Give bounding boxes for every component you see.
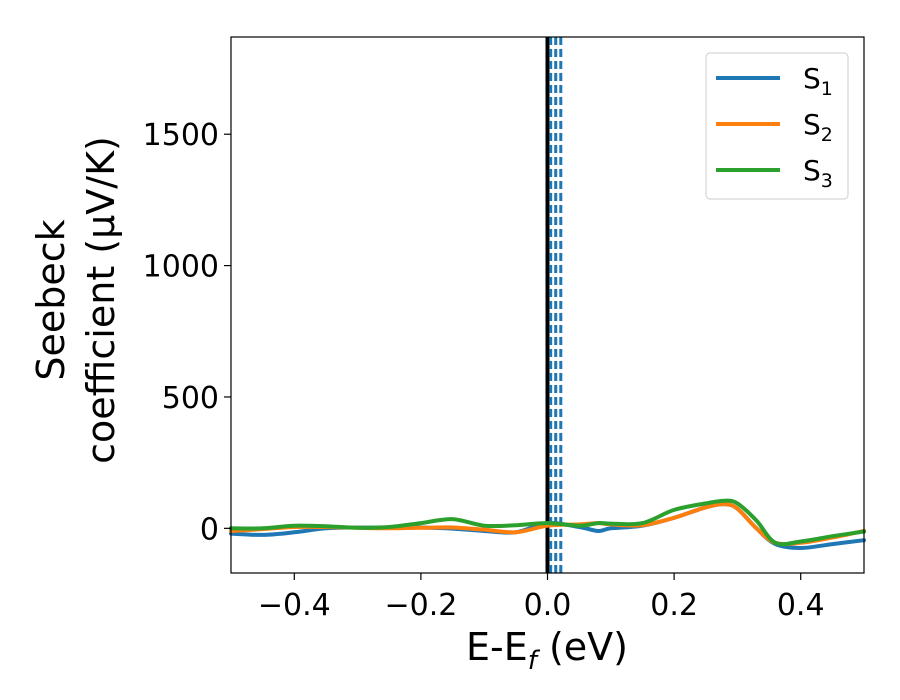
x-tick-label: 0.0 <box>524 588 572 623</box>
series-line-S3 <box>229 498 866 547</box>
x-axis-title: E-Ef (eV) <box>466 625 628 676</box>
y-axis-ticks: 0 500 1000 1500 <box>143 118 231 547</box>
y-axis-title-line1: Seebeck <box>29 219 73 380</box>
legend: S1 S2 S3 <box>705 52 849 200</box>
y-tick-label: 1500 <box>143 118 219 153</box>
reference-lines <box>545 37 563 573</box>
legend-label-S2: S2 <box>803 108 833 146</box>
x-tick-label: −0.4 <box>258 588 331 623</box>
y-tick-label: 1000 <box>143 250 219 285</box>
x-axis-title-unit: (eV) <box>537 625 628 669</box>
x-tick-label: −0.2 <box>384 588 457 623</box>
y-tick-label: 0 <box>200 512 219 547</box>
y-axis-title-line2: coefficient (μV/K) <box>79 136 123 464</box>
x-tick-label: 0.4 <box>777 588 825 623</box>
x-axis-ticks: −0.4 −0.2 0.0 0.2 0.4 <box>258 573 825 623</box>
legend-label-S3: S3 <box>803 154 833 192</box>
x-axis-title-main: E-E <box>466 625 528 669</box>
legend-label-S1: S1 <box>803 62 833 100</box>
series-lines <box>229 498 866 550</box>
y-axis-title: Seebeck coefficient (μV/K) <box>29 136 123 464</box>
x-tick-label: 0.2 <box>650 588 698 623</box>
y-tick-label: 500 <box>162 381 219 416</box>
